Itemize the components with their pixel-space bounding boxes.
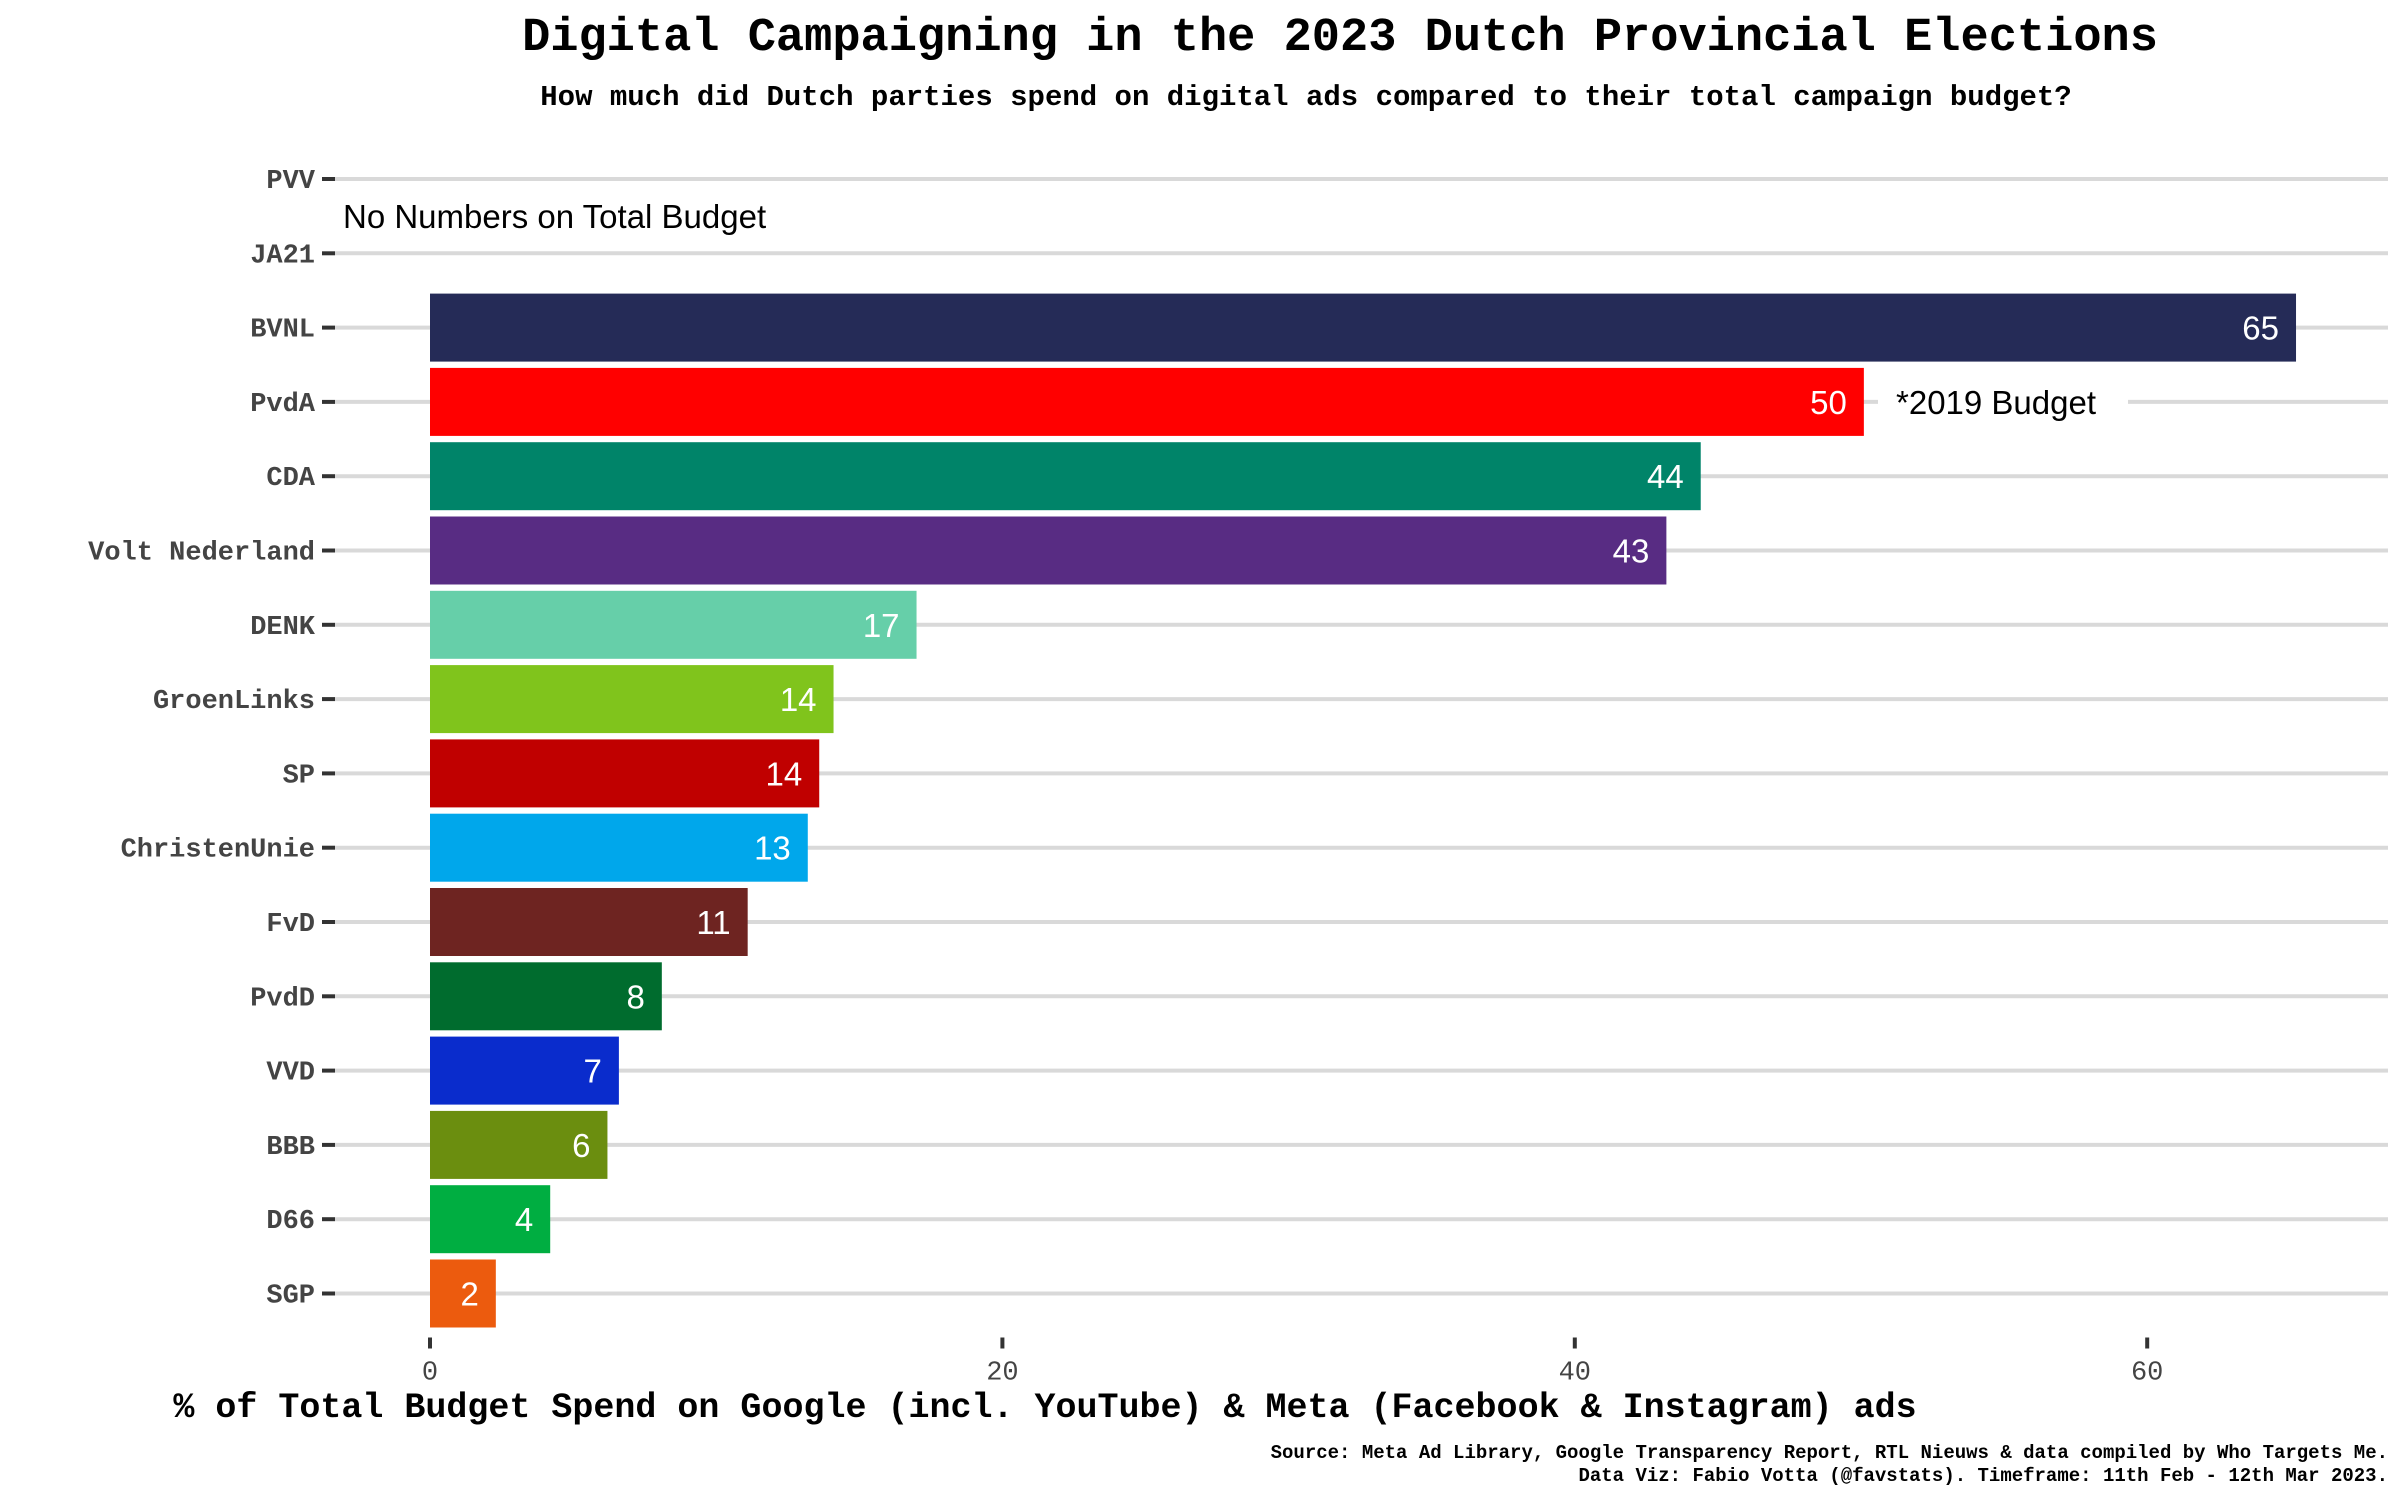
no-budget-annotation: No Numbers on Total Budget — [343, 198, 766, 235]
value-labels: 65 50 44 43 17 14 14 13 11 8 7 6 4 2 — [460, 310, 2279, 1313]
y-tick-label: D66 — [266, 1207, 315, 1237]
bar — [430, 739, 820, 808]
bars — [430, 293, 2297, 1328]
bar — [430, 1110, 608, 1179]
bar — [430, 813, 808, 882]
y-tick-label: CDA — [266, 464, 315, 494]
bar — [430, 516, 1667, 585]
x-tick-label: 0 — [422, 1359, 438, 1389]
y-tick-label: FvD — [266, 910, 315, 940]
bar-value-label: 14 — [766, 755, 803, 792]
bar — [430, 1185, 551, 1254]
y-tick-label: JA21 — [250, 241, 315, 271]
bar-value-label: 8 — [626, 978, 644, 1015]
bar-value-label: 4 — [515, 1201, 533, 1238]
pvda-annotation: *2019 Budget — [1896, 384, 2096, 421]
x-axis-title: % of Total Budget Spend on Google (incl.… — [173, 1388, 1916, 1428]
bar-value-label: 2 — [460, 1276, 478, 1313]
y-tick-label: VVD — [266, 1059, 315, 1089]
caption-credit: Data Viz: Fabio Votta (@favstats). Timef… — [1578, 1465, 2388, 1487]
bar-value-label: 44 — [1647, 458, 1684, 495]
bar-value-label: 13 — [754, 830, 791, 867]
bar-value-label: 17 — [863, 607, 900, 644]
bar-value-label: 14 — [780, 681, 817, 718]
bar — [430, 367, 1864, 436]
y-axis: PVV JA21 BVNL PvdA CDA Volt Nederland DENK Groe… — [88, 167, 335, 1312]
y-tick-label: Volt Nederland — [88, 539, 315, 569]
bar-value-label: 6 — [572, 1127, 590, 1164]
bar — [430, 442, 1701, 511]
y-tick-label: PvdD — [250, 984, 315, 1014]
bar-value-label: 43 — [1613, 533, 1650, 570]
y-tick-label: GroenLinks — [153, 687, 315, 717]
y-tick-label: DENK — [250, 613, 316, 643]
pvda-note-background — [1878, 383, 2128, 423]
y-tick-label: PvdA — [250, 390, 316, 420]
y-tick-label: ChristenUnie — [121, 836, 315, 866]
chart-title: Digital Campaigning in the 2023 Dutch Pr… — [522, 12, 2158, 65]
bar — [430, 1259, 496, 1328]
x-axis: 0 20 40 60 — [422, 1337, 2163, 1389]
bar — [430, 962, 662, 1031]
chart-subtitle: How much did Dutch parties spend on digi… — [540, 81, 2071, 114]
caption-source: Source: Meta Ad Library, Google Transpar… — [1271, 1442, 2388, 1464]
bar-value-label: 11 — [696, 904, 730, 941]
x-tick-label: 40 — [1559, 1359, 1591, 1389]
y-tick-label: SP — [283, 761, 315, 791]
bar-value-label: 50 — [1810, 384, 1847, 421]
y-tick-label: BBB — [266, 1133, 315, 1163]
x-tick-label: 20 — [986, 1359, 1018, 1389]
bar-value-label: 7 — [584, 1053, 602, 1090]
y-tick-label: SGP — [266, 1282, 315, 1312]
bar — [430, 293, 2297, 362]
bar — [430, 590, 917, 659]
y-tick-label: BVNL — [250, 316, 315, 346]
y-tick-label: PVV — [266, 167, 315, 197]
bar-value-label: 65 — [2242, 310, 2279, 347]
bar — [430, 888, 748, 956]
bar — [430, 665, 834, 734]
bar — [430, 1036, 619, 1105]
x-tick-label: 60 — [2131, 1359, 2163, 1389]
